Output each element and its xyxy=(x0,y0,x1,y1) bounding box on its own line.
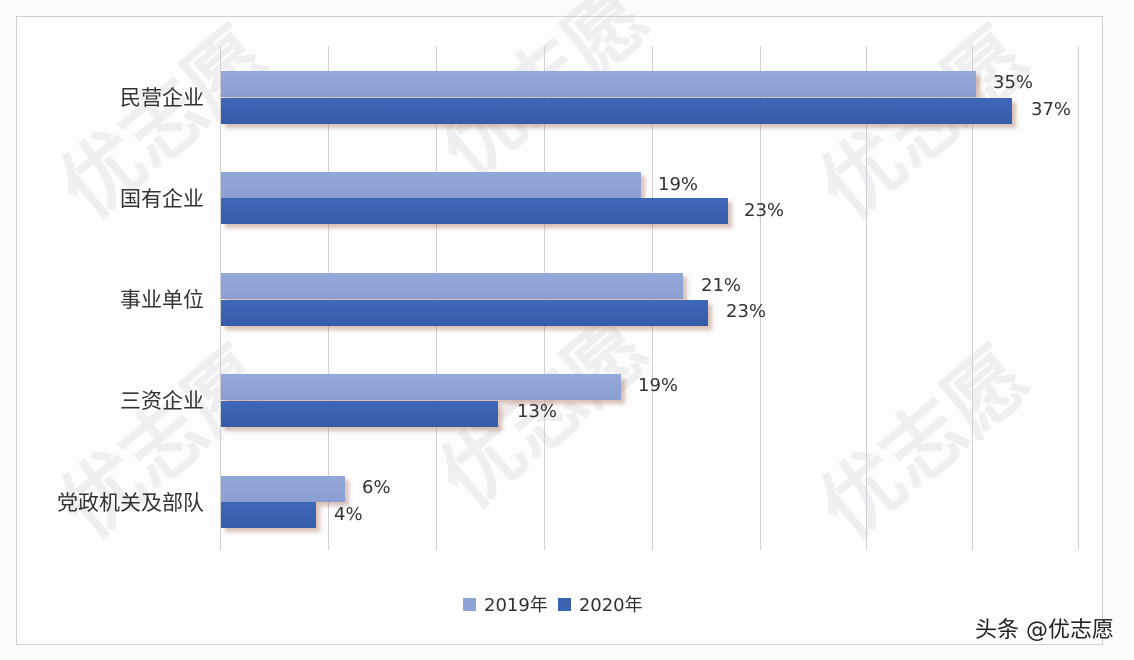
category-label: 三资企业 xyxy=(120,389,204,413)
gridline xyxy=(760,46,761,550)
data-label: 21% xyxy=(701,275,742,296)
data-label: 19% xyxy=(638,375,679,396)
bar-2019 xyxy=(221,172,641,198)
bar-2019 xyxy=(221,476,345,502)
bar-2020 xyxy=(221,502,316,528)
bar-2019 xyxy=(221,374,621,400)
data-label: 13% xyxy=(517,401,558,422)
legend-label: 2020年 xyxy=(578,595,643,616)
bar-2020 xyxy=(221,198,728,224)
data-label: 37% xyxy=(1031,99,1072,120)
category-label: 民营企业 xyxy=(120,86,204,110)
data-label: 4% xyxy=(334,504,363,525)
legend-label: 2019年 xyxy=(484,595,548,616)
legend-item-2019: 2019年 xyxy=(463,591,548,617)
data-label: 23% xyxy=(744,200,785,221)
category-label: 事业单位 xyxy=(120,288,204,312)
data-label: 35% xyxy=(993,72,1034,93)
legend-swatch-icon xyxy=(557,597,571,611)
gridline xyxy=(972,46,973,550)
bar-2020 xyxy=(221,300,708,326)
bar-2020 xyxy=(221,401,498,427)
bar-2019 xyxy=(221,273,683,299)
legend: 2019年 2020年 xyxy=(463,591,653,617)
bar-2020 xyxy=(221,98,1012,124)
data-label: 23% xyxy=(726,301,767,322)
gridline xyxy=(866,46,867,550)
gridline xyxy=(1078,46,1079,550)
legend-item-2020: 2020年 xyxy=(557,591,643,617)
data-label: 6% xyxy=(362,477,391,498)
category-label: 国有企业 xyxy=(120,187,204,211)
credit-text: 头条 @优志愿 xyxy=(975,618,1114,643)
data-label: 19% xyxy=(658,174,699,195)
legend-swatch-icon xyxy=(463,597,476,611)
gridline xyxy=(220,46,221,550)
category-label: 党政机关及部队 xyxy=(57,491,204,515)
bar-2019 xyxy=(221,71,976,97)
